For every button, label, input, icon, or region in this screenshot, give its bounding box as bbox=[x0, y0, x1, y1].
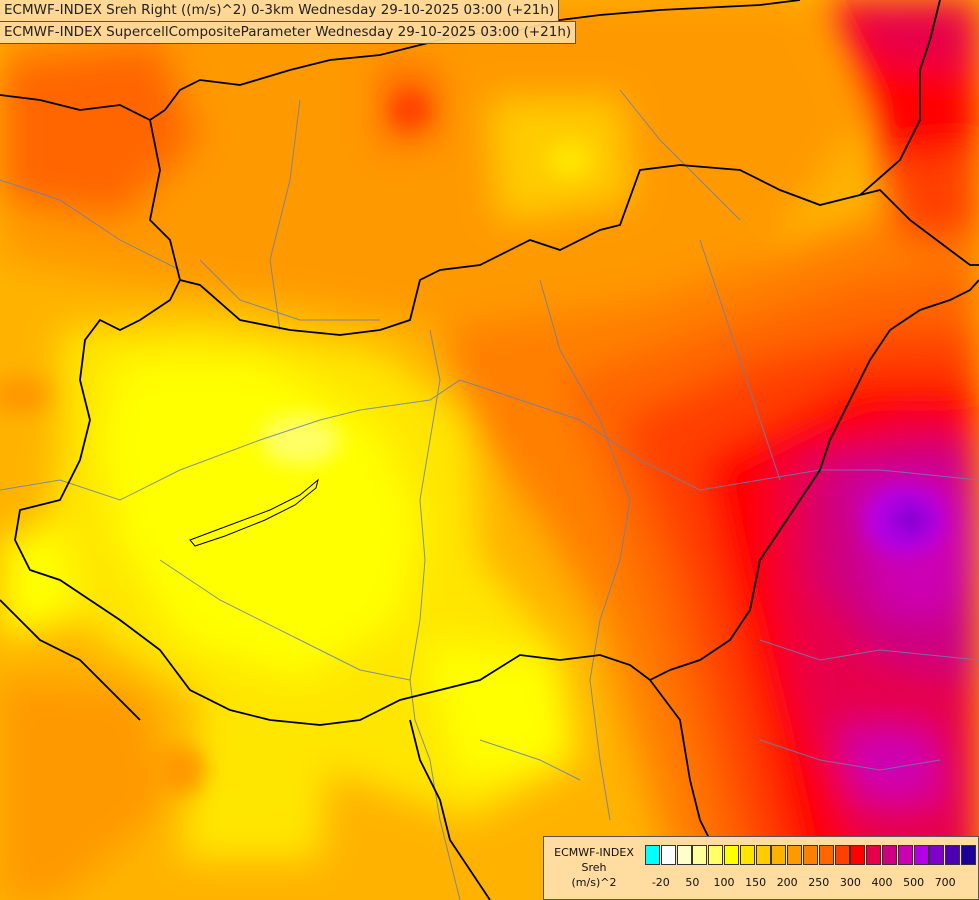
legend-tick-label: 150 bbox=[745, 876, 767, 889]
legend-swatch bbox=[866, 845, 882, 865]
legend-tick-label: 50 bbox=[685, 876, 700, 889]
legend-tick-label: 200 bbox=[776, 876, 798, 889]
legend-tick-label: 250 bbox=[808, 876, 830, 889]
legend-tick-label: 100 bbox=[713, 876, 735, 889]
legend-swatch bbox=[834, 845, 850, 865]
legend-swatch bbox=[882, 845, 897, 865]
legend-tick-label: -20 bbox=[651, 876, 670, 889]
legend-tick-label: 700 bbox=[934, 876, 956, 889]
legend-model: ECMWF-INDEX bbox=[554, 846, 634, 859]
legend-swatch bbox=[708, 845, 724, 865]
lake bbox=[189, 478, 319, 547]
rivers bbox=[0, 89, 979, 900]
legend-swatch bbox=[739, 845, 755, 865]
legend-swatch bbox=[945, 845, 961, 865]
legend-swatch bbox=[803, 845, 818, 865]
map-title-primary: ECMWF-INDEX Sreh Right ((m/s)^2) 0-3km W… bbox=[0, 0, 560, 22]
sreh-maxima bbox=[0, 92, 945, 795]
legend-swatch bbox=[818, 845, 834, 865]
legend-tick-label: 400 bbox=[871, 876, 893, 889]
legend-swatch bbox=[676, 845, 692, 865]
legend-tick-label: 500 bbox=[903, 876, 925, 889]
legend-swatch bbox=[929, 845, 945, 865]
legend-swatch bbox=[913, 845, 929, 865]
legend-swatch bbox=[645, 845, 660, 865]
map-title-secondary: ECMWF-INDEX SupercellCompositeParameter … bbox=[0, 21, 577, 44]
legend-swatch bbox=[660, 845, 676, 865]
legend-swatch bbox=[724, 845, 739, 865]
legend-swatch bbox=[897, 845, 913, 865]
legend-tick-label: 300 bbox=[839, 876, 861, 889]
legend-unit: (m/s)^2 bbox=[571, 876, 617, 889]
legend-swatch bbox=[771, 845, 787, 865]
legend-swatch bbox=[850, 845, 866, 865]
legend-swatch bbox=[755, 845, 771, 865]
legend-param: Sreh bbox=[581, 861, 607, 874]
legend-swatch bbox=[692, 845, 708, 865]
legend-swatch bbox=[787, 845, 803, 865]
legend-title: ECMWF-INDEX Sreh (m/s)^2 bbox=[546, 845, 642, 890]
color-legend: ECMWF-INDEX Sreh (m/s)^2 -20 50 100 150 200 2… bbox=[543, 836, 979, 900]
legend-swatch bbox=[961, 845, 976, 865]
